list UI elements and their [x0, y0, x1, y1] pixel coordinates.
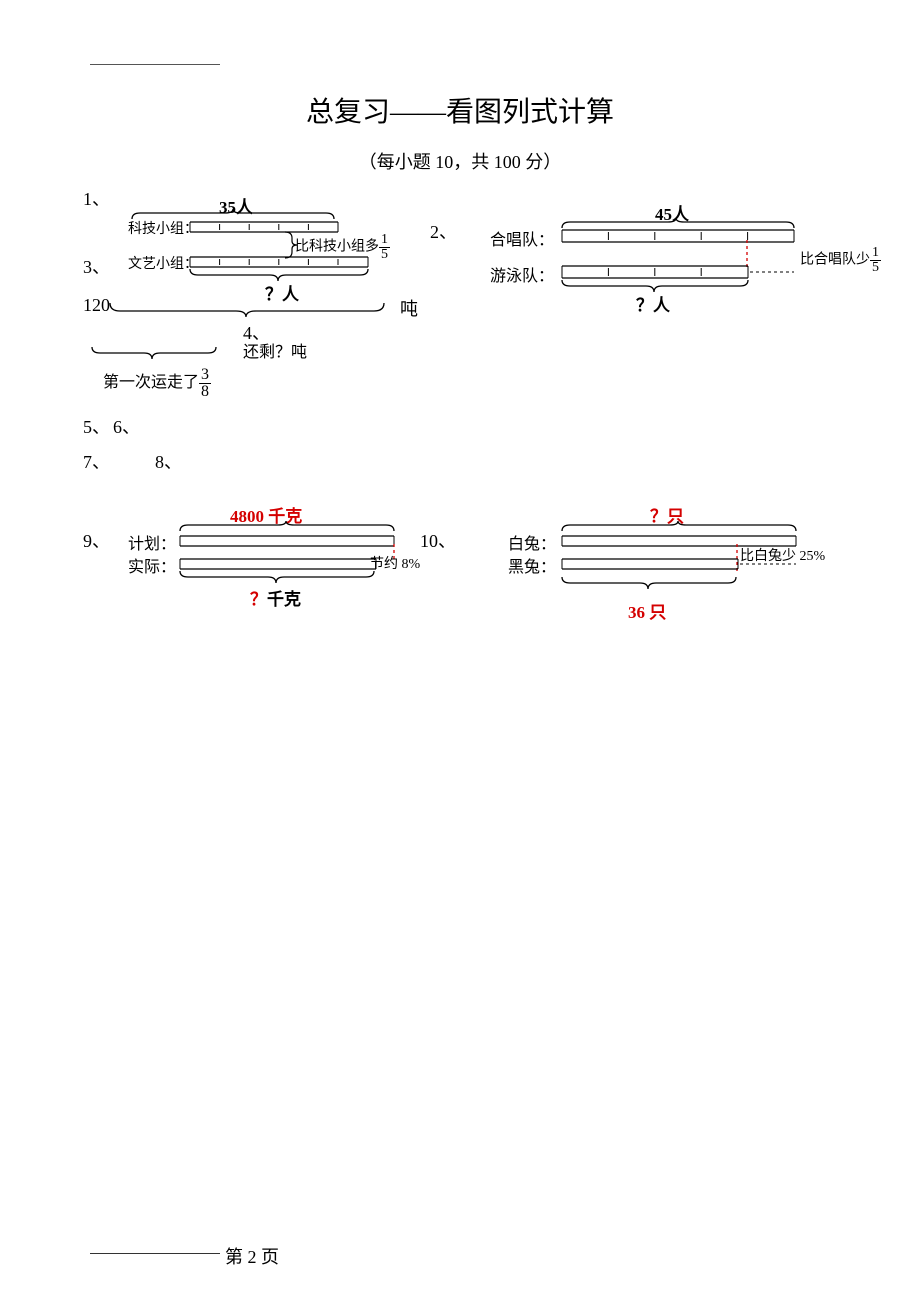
q2-number: 2、 — [430, 218, 457, 244]
q10-bottom-brace — [560, 575, 740, 591]
q9-row1-label: 计划： — [128, 530, 176, 554]
q1-number: 1、 — [83, 185, 110, 211]
q3-ton: 吨 — [400, 295, 418, 321]
footer-line — [90, 1253, 220, 1254]
page-title: 总复习——看图列式计算 — [0, 90, 920, 130]
q6-number: 6、 — [113, 413, 140, 439]
q9-row1-segment — [178, 534, 398, 548]
q9-number: 9、 — [83, 527, 110, 553]
q1-fraction: 15 — [379, 233, 390, 262]
q10-bottom-label: 36 只 — [628, 598, 666, 623]
q9-qmark: ？ — [250, 590, 267, 609]
q9-bottom-unit: 千克 — [267, 590, 301, 609]
q3-number: 3、 — [83, 253, 110, 279]
q2-row2-label: 游泳队： — [490, 262, 554, 286]
q1-side-prefix: 比科技小组多 — [295, 240, 379, 255]
q9-top-brace — [178, 519, 398, 533]
q3-frac-den: 8 — [199, 384, 211, 400]
q1-frac-den: 5 — [379, 248, 390, 262]
q3-120: 120 — [83, 295, 110, 316]
q2-row1-label: 合唱队： — [490, 226, 554, 250]
q3-small-brace — [90, 345, 220, 361]
q1-row1-segment — [188, 220, 343, 234]
q2-frac-num: 1 — [870, 246, 881, 261]
q3-first-prefix: 第一次运走了 — [103, 374, 199, 391]
q3-first-text: 第一次运走了38 — [103, 367, 211, 400]
q10-row2-label: 黑兔： — [508, 553, 556, 577]
q9-bottom-label: ？千克 — [250, 585, 301, 610]
q3-frac-num: 3 — [199, 367, 211, 384]
q9-bottom-brace — [178, 569, 378, 585]
page: 总复习——看图列式计算 （每小题 10，共 100 分） 1、 35人 科技小组… — [0, 0, 920, 1303]
q1-frac-num: 1 — [379, 233, 390, 248]
q2-side-text: 比合唱队少15 — [800, 246, 881, 275]
q10-row1-label: 白兔： — [508, 530, 556, 554]
q2-bottom-label: ？人 — [636, 291, 670, 316]
q2-frac-den: 5 — [870, 261, 881, 275]
q4-number: 4、 — [243, 319, 270, 345]
q9-row2-label: 实际： — [128, 553, 176, 577]
q10-number: 10、 — [420, 527, 456, 553]
footer-text: 第 2 页 — [225, 1243, 279, 1269]
q5-number: 5、 — [83, 413, 110, 439]
page-subtitle: （每小题 10，共 100 分） — [0, 148, 920, 174]
q3-fraction: 38 — [199, 367, 211, 400]
q7-number: 7、 — [83, 448, 110, 474]
q2-fraction: 15 — [870, 246, 881, 275]
q8-number: 8、 — [155, 448, 182, 474]
q2-side-prefix: 比合唱队少 — [800, 253, 870, 268]
q10-top-brace — [560, 519, 800, 533]
q10-row2-segment — [560, 557, 800, 571]
q3-big-brace — [108, 301, 388, 319]
top-decor-line — [90, 64, 220, 65]
q2-row1-segment — [560, 228, 800, 244]
